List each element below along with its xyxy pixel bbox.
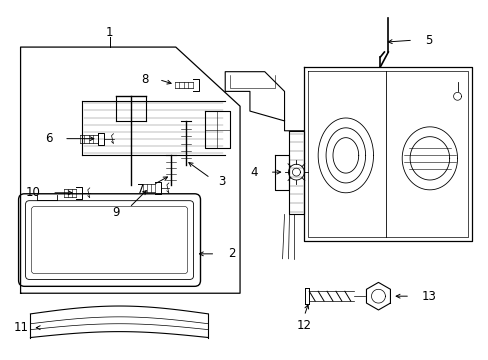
FancyBboxPatch shape — [19, 194, 200, 286]
Text: 1: 1 — [105, 26, 113, 39]
Text: 11: 11 — [14, 321, 28, 334]
Text: 5: 5 — [424, 34, 431, 47]
FancyBboxPatch shape — [25, 201, 193, 279]
Text: 9: 9 — [112, 206, 119, 219]
FancyBboxPatch shape — [31, 207, 187, 274]
Text: 4: 4 — [250, 166, 257, 179]
Text: 12: 12 — [296, 319, 311, 332]
Text: 6: 6 — [44, 132, 52, 145]
Text: 8: 8 — [142, 73, 149, 86]
Text: 10: 10 — [25, 186, 41, 199]
Text: 3: 3 — [218, 175, 225, 189]
Text: 13: 13 — [421, 290, 436, 303]
Text: 2: 2 — [228, 247, 235, 260]
Text: 7: 7 — [136, 183, 144, 196]
